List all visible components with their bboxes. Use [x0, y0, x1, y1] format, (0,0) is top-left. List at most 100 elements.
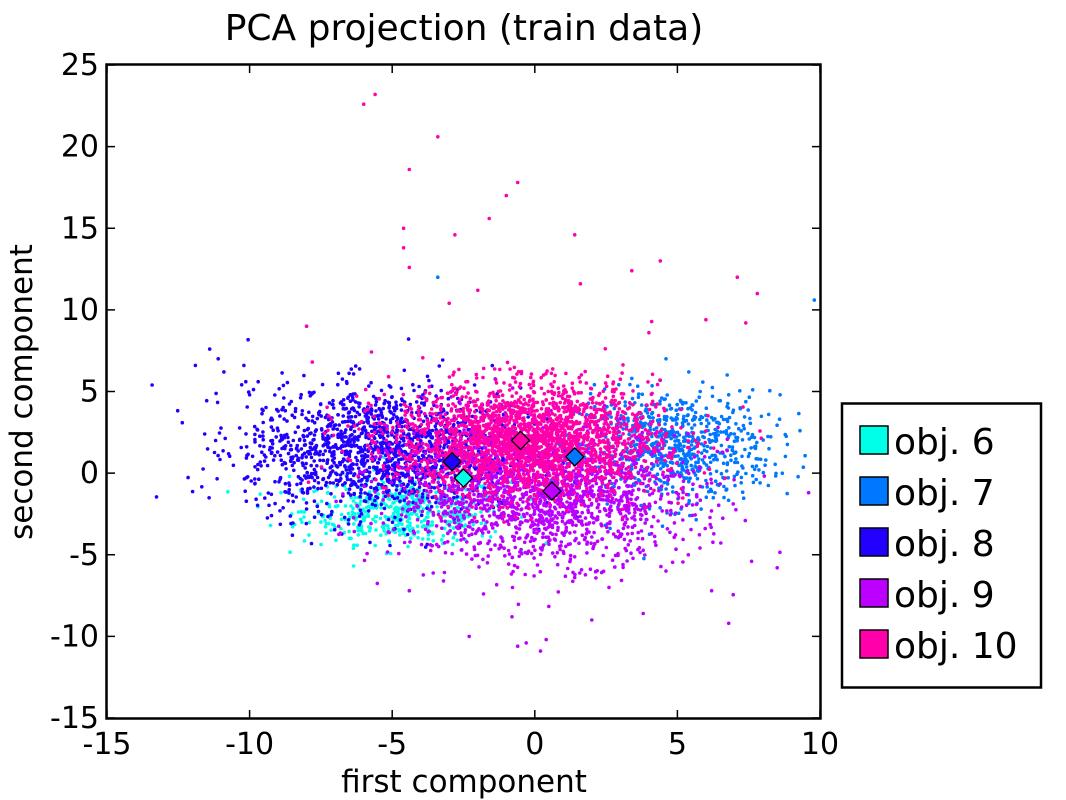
- scatter-point: [451, 542, 455, 547]
- scatter-point: [351, 372, 356, 376]
- scatter-point: [694, 502, 699, 507]
- scatter-point: [294, 495, 299, 499]
- scatter-point: [690, 503, 695, 507]
- scatter-point: [351, 506, 355, 511]
- scatter-point: [276, 409, 280, 413]
- scatter-point: [694, 517, 698, 522]
- scatter-point: [564, 525, 569, 530]
- scatter-point: [758, 481, 762, 485]
- scatter-point: [601, 553, 605, 558]
- scatter-point: [750, 464, 755, 469]
- scatter-point: [319, 486, 324, 491]
- scatter-point: [653, 500, 658, 505]
- scatter-point: [472, 516, 477, 520]
- scatter-point: [639, 464, 644, 469]
- scatter-point: [291, 455, 295, 459]
- scatter-point: [749, 446, 753, 450]
- scatter-point: [460, 395, 465, 399]
- scatter-point: [612, 406, 617, 411]
- scatter-point: [400, 398, 405, 403]
- scatter-point: [409, 511, 413, 516]
- scatter-point: [734, 457, 738, 461]
- scatter-point: [419, 542, 424, 547]
- scatter-point: [568, 553, 573, 558]
- scatter-point: [402, 368, 407, 373]
- scatter-point: [467, 520, 472, 525]
- scatter-point: [685, 459, 690, 464]
- scatter-point: [330, 451, 334, 455]
- scatter-point: [460, 497, 465, 501]
- scatter-point: [692, 446, 696, 451]
- scatter-point: [705, 449, 709, 454]
- scatter-point: [250, 454, 255, 459]
- scatter-point: [708, 460, 713, 465]
- scatter-point: [285, 419, 289, 423]
- scatter-point: [378, 516, 383, 521]
- scatter-point: [594, 481, 599, 486]
- scatter-point: [705, 485, 709, 489]
- scatter-point: [355, 410, 360, 415]
- scatter-point: [547, 524, 552, 529]
- scatter-point: [710, 453, 714, 458]
- scatter-point: [589, 503, 594, 507]
- scatter-point: [562, 511, 567, 516]
- scatter-point: [524, 492, 529, 497]
- scatter-point: [626, 437, 631, 441]
- scatter-point: [614, 479, 619, 483]
- scatter-point: [466, 391, 470, 395]
- scatter-point: [353, 364, 358, 368]
- scatter-point: [325, 443, 330, 448]
- scatter-point: [540, 520, 544, 524]
- scatter-point: [202, 432, 207, 436]
- scatter-point: [412, 505, 416, 510]
- scatter-point: [623, 404, 627, 408]
- scatter-point: [719, 414, 724, 419]
- scatter-point: [294, 453, 299, 458]
- scatter-point: [362, 558, 367, 563]
- scatter-point: [510, 534, 515, 539]
- scatter-point: [623, 546, 627, 551]
- scatter-point: [299, 517, 303, 522]
- scatter-point: [314, 428, 319, 432]
- scatter-point: [634, 497, 638, 502]
- scatter-point: [404, 417, 408, 422]
- scatter-point: [766, 483, 771, 488]
- scatter-point: [778, 393, 782, 397]
- scatter-point: [415, 490, 420, 494]
- scatter-point: [694, 399, 699, 403]
- scatter-point: [763, 463, 767, 468]
- scatter-point: [287, 487, 292, 492]
- scatter-point: [472, 545, 477, 549]
- scatter-point: [731, 592, 735, 597]
- scatter-point: [306, 426, 311, 431]
- scatter-point: [355, 458, 360, 463]
- scatter-point: [479, 521, 484, 525]
- scatter-point: [477, 541, 482, 546]
- scatter-point: [739, 475, 744, 480]
- scatter-point: [489, 523, 494, 527]
- scatter-point: [376, 417, 381, 421]
- scatter-point: [374, 528, 378, 532]
- scatter-point: [542, 502, 546, 506]
- scatter-point: [356, 466, 361, 471]
- scatter-point: [604, 545, 609, 550]
- scatter-point: [312, 485, 316, 489]
- scatter-point: [395, 428, 399, 432]
- scatter-point: [279, 433, 283, 438]
- scatter-point: [352, 492, 357, 497]
- scatter-point: [447, 496, 452, 501]
- scatter-point: [470, 557, 474, 561]
- scatter-point: [526, 415, 530, 419]
- scatter-point: [670, 485, 675, 489]
- scatter-point: [740, 454, 744, 459]
- scatter-point: [476, 481, 481, 486]
- scatter-point: [400, 424, 404, 429]
- scatter-point: [302, 497, 306, 502]
- scatter-point: [572, 530, 577, 534]
- scatter-point: [524, 518, 528, 523]
- scatter-point: [713, 491, 717, 495]
- scatter-point: [407, 516, 411, 521]
- scatter-point: [315, 504, 320, 509]
- scatter-point: [617, 382, 621, 387]
- scatter-point: [412, 431, 416, 436]
